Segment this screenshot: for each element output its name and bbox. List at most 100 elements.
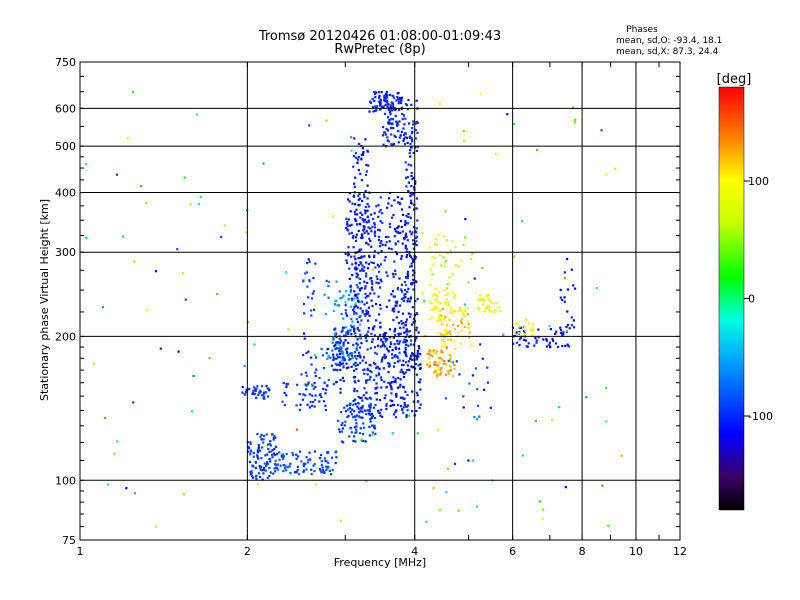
data-point — [436, 233, 440, 236]
data-point — [410, 262, 413, 265]
data-point — [410, 323, 414, 326]
data-point — [559, 326, 562, 329]
data-point — [409, 339, 413, 342]
data-point — [410, 365, 413, 368]
data-point — [335, 456, 338, 459]
data-point — [306, 383, 310, 386]
data-point — [92, 362, 95, 365]
data-point — [446, 330, 449, 333]
data-point — [412, 258, 415, 262]
data-point — [416, 432, 419, 435]
data-point — [409, 216, 412, 219]
data-point — [436, 319, 439, 322]
data-point — [418, 406, 421, 410]
data-point — [282, 457, 285, 460]
data-point — [443, 261, 446, 264]
data-point — [363, 313, 366, 316]
data-point — [404, 136, 407, 139]
data-point — [261, 385, 264, 388]
data-point — [402, 406, 405, 409]
data-point — [432, 371, 436, 374]
data-point — [359, 416, 362, 419]
data-point — [379, 303, 382, 307]
data-point — [296, 383, 299, 386]
data-point — [273, 436, 277, 439]
data-point — [447, 372, 451, 375]
data-point — [383, 95, 386, 99]
data-point — [261, 394, 264, 397]
data-point — [364, 287, 367, 290]
data-point — [405, 276, 408, 279]
data-point — [346, 229, 349, 232]
data-point — [409, 313, 412, 316]
data-point — [466, 313, 469, 316]
data-point — [371, 340, 374, 343]
data-point — [375, 105, 379, 108]
data-point — [563, 271, 566, 274]
data-point — [379, 414, 382, 417]
data-point — [411, 140, 414, 143]
data-point — [410, 265, 413, 268]
data-point — [488, 309, 491, 312]
data-point — [285, 383, 288, 386]
data-point — [133, 492, 136, 495]
data-point — [445, 324, 448, 327]
data-point — [410, 138, 413, 141]
data-point — [305, 271, 308, 274]
data-point — [408, 414, 411, 417]
data-point — [415, 326, 418, 329]
data-point — [334, 332, 338, 335]
data-point — [353, 290, 356, 293]
data-point — [440, 350, 443, 353]
data-point — [373, 212, 376, 215]
data-point — [366, 348, 369, 351]
data-point — [545, 345, 549, 348]
data-point — [354, 219, 358, 222]
data-point — [399, 396, 402, 399]
data-point — [415, 99, 418, 102]
data-point — [387, 129, 390, 132]
data-point — [404, 346, 407, 349]
data-point — [403, 338, 406, 341]
data-point — [352, 399, 355, 402]
data-point — [435, 243, 438, 246]
data-point — [476, 404, 480, 407]
data-point — [407, 215, 410, 219]
data-point — [568, 327, 571, 330]
data-point — [388, 328, 391, 331]
data-point — [437, 357, 440, 360]
data-point — [449, 360, 452, 363]
data-point — [346, 222, 349, 226]
data-point — [426, 363, 429, 366]
data-point — [255, 388, 258, 391]
data-point — [350, 317, 353, 321]
data-point — [354, 361, 357, 364]
data-point — [370, 332, 373, 335]
data-point — [399, 383, 402, 386]
data-point — [358, 142, 361, 145]
data-point — [402, 114, 405, 117]
data-point — [264, 454, 267, 457]
data-point — [406, 270, 410, 273]
data-point — [421, 292, 424, 295]
data-point — [358, 346, 362, 349]
data-point — [360, 248, 363, 251]
data-point — [361, 267, 364, 271]
data-point — [431, 354, 434, 358]
data-point — [572, 319, 575, 322]
data-point — [460, 317, 464, 321]
data-point — [388, 247, 391, 250]
data-point — [443, 359, 446, 362]
data-point — [363, 303, 366, 306]
data-point — [359, 409, 362, 412]
data-point — [450, 307, 453, 310]
data-point — [385, 241, 388, 244]
data-point — [434, 298, 437, 301]
data-point — [273, 453, 277, 457]
data-point — [197, 203, 200, 206]
data-point — [352, 246, 355, 249]
data-point — [404, 361, 408, 364]
data-point — [400, 368, 403, 371]
data-point — [392, 413, 395, 416]
data-point — [247, 450, 250, 453]
